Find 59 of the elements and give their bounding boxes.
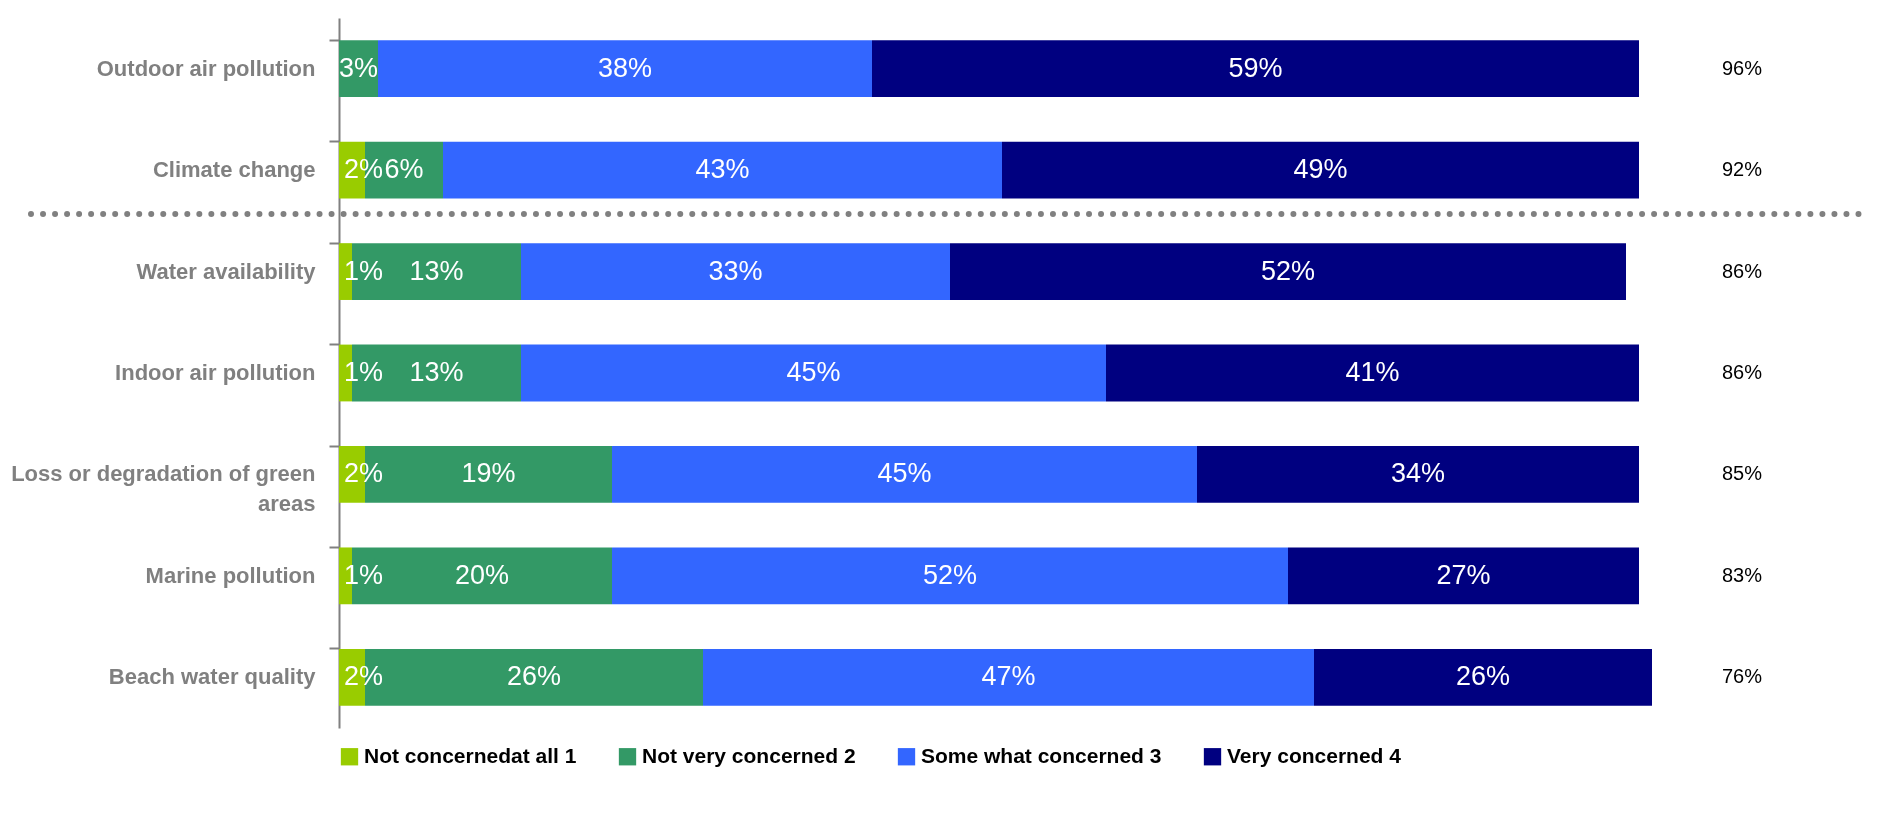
data-label: 45%: [877, 458, 932, 489]
data-label: 2%: [344, 661, 384, 692]
y-tick-label: Water availability: [136, 258, 317, 284]
bar: [872, 40, 1639, 98]
bar: [378, 40, 872, 98]
data-label: 41%: [1345, 357, 1400, 387]
y-tick-label: Climate change: [152, 157, 316, 183]
data-label: 52%: [922, 559, 978, 590]
data-label: 3%: [338, 52, 379, 83]
text: 86%: [1721, 259, 1763, 282]
data-label: 43%: [695, 154, 750, 185]
bar: [1288, 547, 1639, 605]
y-tick-label: Indoor air pollution: [115, 360, 316, 385]
bar: [1314, 648, 1652, 706]
data-label: 19%: [461, 458, 516, 489]
data-label: 49%: [1293, 154, 1348, 185]
bar: [521, 344, 1106, 402]
data-label: 6%: [384, 154, 424, 185]
data-label: 38%: [597, 52, 653, 83]
y-tick-label: Marine pollution: [145, 562, 316, 588]
data-label: 26%: [1455, 661, 1511, 692]
text: 83%: [1721, 563, 1763, 586]
legend-label: Very concerned 4: [1227, 743, 1402, 767]
text: 76%: [1721, 665, 1763, 688]
bar: [1106, 344, 1639, 402]
data-label: 27%: [1436, 559, 1491, 590]
data-label: 1%: [344, 357, 384, 387]
text: 96%: [1721, 56, 1763, 79]
data-label: 47%: [981, 661, 1036, 692]
text: 86%: [1721, 361, 1763, 383]
data-label: 2%: [344, 154, 384, 185]
data-label: 1%: [344, 559, 384, 590]
data-label: 2%: [344, 458, 384, 489]
data-label: 20%: [454, 559, 510, 590]
bar: [703, 648, 1314, 706]
data-label: 34%: [1390, 458, 1446, 489]
legend-label: Not concernedat all 1: [364, 743, 577, 767]
data-label: 45%: [786, 357, 841, 387]
data-label: 33%: [708, 255, 763, 286]
legend-label: Some what concerned 3: [921, 743, 1162, 767]
legend-label: Not very concerned 2: [642, 743, 856, 767]
bar: [950, 243, 1626, 300]
text: 92%: [1721, 158, 1763, 181]
bar: [1002, 141, 1639, 199]
bar: [612, 446, 1197, 503]
text: 85%: [1721, 462, 1763, 485]
data-label: 26%: [506, 661, 562, 692]
y-tick-label: Beach water quality: [108, 664, 317, 690]
data-label: 13%: [409, 255, 464, 286]
bar: [443, 141, 1002, 199]
y-tick-label: Outdoor air pollution: [96, 55, 316, 81]
data-label: 1%: [344, 255, 384, 286]
data-label: 59%: [1228, 52, 1283, 83]
bar: [1197, 446, 1639, 503]
y-tick-label: Loss or degradation of green areas: [11, 461, 316, 517]
bar: [521, 243, 950, 300]
bar: [612, 547, 1288, 605]
data-label: 52%: [1260, 255, 1316, 286]
data-label: 13%: [409, 357, 464, 387]
